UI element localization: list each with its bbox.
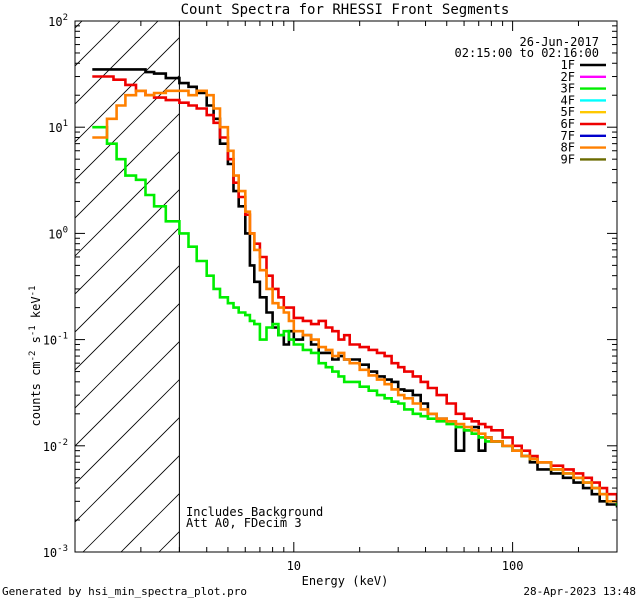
hatch-line bbox=[75, 113, 180, 219]
y-tick-label: 10-1 bbox=[43, 332, 68, 348]
hatch-line bbox=[75, 75, 180, 181]
svg-text:counts cm-2 s-1 keV-1: counts cm-2 s-1 keV-1 bbox=[28, 286, 43, 427]
annotation-attenuator: Att A0, FDecim 3 bbox=[186, 516, 302, 530]
hatch-line bbox=[75, 265, 180, 371]
footer-generated-by: Generated by hsi_min_spectra_plot.pro bbox=[2, 585, 248, 598]
y-tick-label: 100 bbox=[48, 225, 68, 241]
hatch-line bbox=[75, 21, 83, 29]
hatch-line bbox=[75, 21, 159, 105]
series-layer bbox=[92, 68, 617, 508]
y-tick-labels: 102 101 100 10-1 10-2 10-3 bbox=[43, 13, 68, 560]
x-tick-label: 10 bbox=[287, 559, 301, 573]
legend-label: 9F bbox=[561, 152, 575, 166]
info-date: 26-Jun-2017 bbox=[520, 35, 599, 49]
legend-label: 3F bbox=[561, 82, 575, 96]
hatch-line bbox=[75, 417, 180, 523]
legend-label: 6F bbox=[561, 117, 575, 131]
hatch-line bbox=[75, 303, 180, 409]
hatch-line bbox=[75, 379, 180, 485]
series-8F bbox=[92, 89, 617, 503]
hatch-line bbox=[235, 0, 640, 552]
x-tick-label: 100 bbox=[502, 559, 524, 573]
hatch-line bbox=[75, 189, 180, 295]
chart-title: Count Spectra for RHESSI Front Segments bbox=[181, 2, 510, 18]
hatch-line bbox=[273, 0, 640, 552]
y-tick-label: 102 bbox=[48, 13, 68, 29]
series-6F bbox=[92, 75, 617, 503]
axis-ticks bbox=[74, 20, 618, 553]
info-time-range: 02:15:00 to 02:16:00 bbox=[455, 46, 600, 60]
legend-label: 1F bbox=[561, 58, 575, 72]
legend-label: 8F bbox=[561, 141, 575, 155]
series-3F bbox=[92, 125, 617, 506]
legend-label: 4F bbox=[561, 93, 575, 107]
y-tick-label: 10-2 bbox=[43, 438, 68, 454]
x-axis-label: Energy (keV) bbox=[302, 574, 389, 588]
y-tick-label: 101 bbox=[48, 119, 68, 135]
footer-timestamp: 28-Apr-2023 13:48 bbox=[523, 585, 636, 598]
hatch-line bbox=[82, 455, 180, 552]
hatch-line bbox=[75, 227, 180, 333]
series-1F bbox=[92, 68, 617, 508]
legend-label: 7F bbox=[561, 129, 575, 143]
hatch-line bbox=[75, 37, 180, 143]
hatch-line bbox=[0, 0, 73, 552]
hatch-line bbox=[0, 0, 35, 552]
plot-frame bbox=[74, 20, 618, 553]
y-axis-label: counts cm-2 s-1 keV-1 bbox=[28, 286, 43, 427]
y-tick-label: 10-3 bbox=[43, 544, 68, 560]
legend-label: 2F bbox=[561, 70, 575, 84]
legend-label: 5F bbox=[561, 105, 575, 119]
x-tick-labels: 10 100 bbox=[287, 559, 524, 573]
annotation-background: Includes Background bbox=[186, 505, 323, 519]
